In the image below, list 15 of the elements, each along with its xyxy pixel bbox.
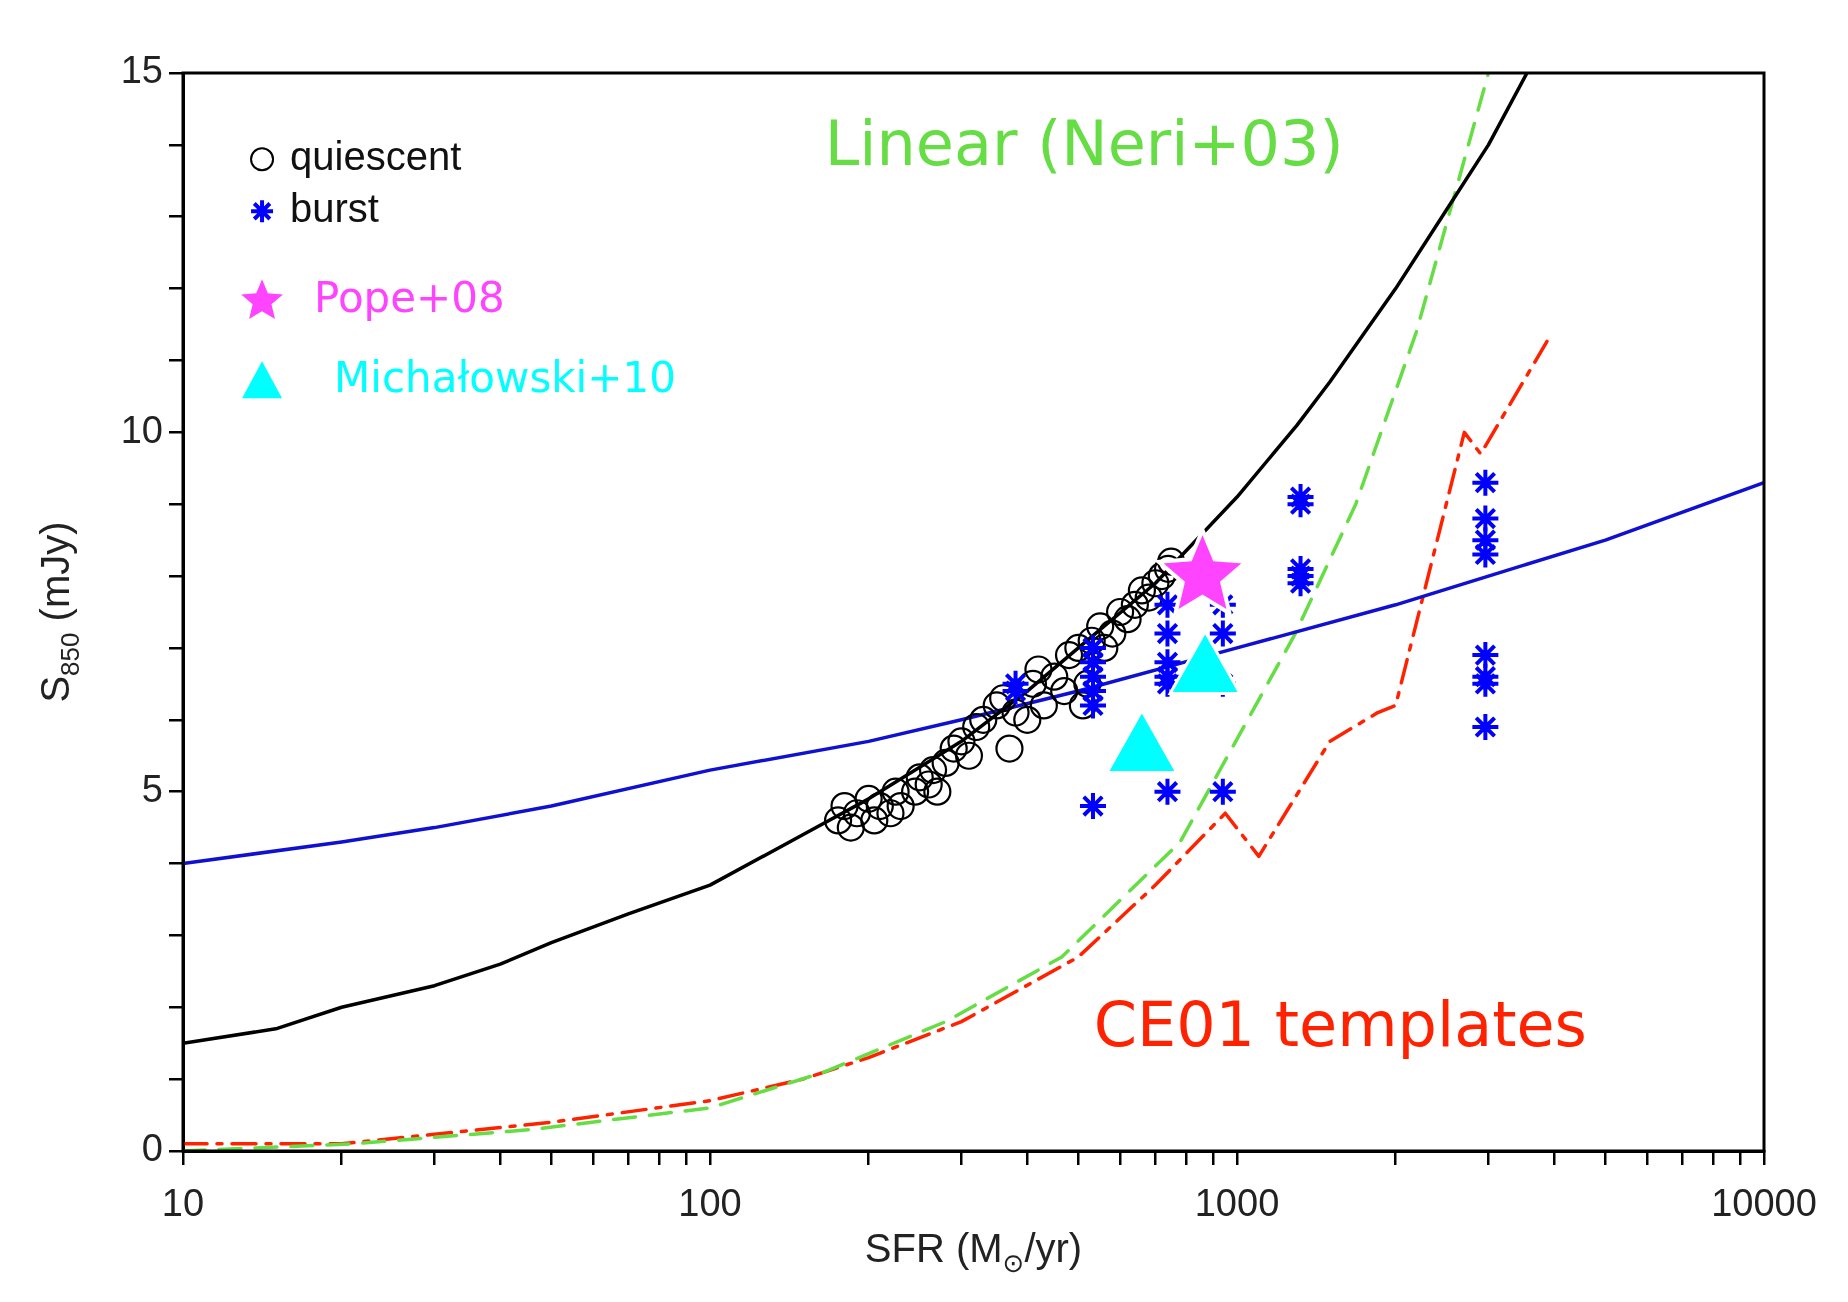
- x-tick-label: 10000: [1711, 1182, 1817, 1225]
- x-tick-label: 100: [678, 1182, 742, 1225]
- y-tick-label: 0: [141, 1127, 163, 1170]
- series-label: Linear (Neri+03): [824, 106, 1344, 180]
- y-tick-label: 10: [120, 408, 163, 451]
- y-tick-label: 5: [141, 768, 163, 811]
- legend-label: burst: [290, 186, 379, 231]
- x-tick-label: 1000: [1194, 1182, 1280, 1225]
- legend-label: Pope+08: [314, 273, 505, 323]
- y-axis-title: S850 (mJy): [33, 521, 86, 703]
- series-label: CE01 templates: [1093, 988, 1587, 1062]
- legend-label: Michałowski+10: [334, 353, 676, 403]
- legend-label: quiescent: [290, 134, 462, 179]
- x-axis-title: SFR (M⊙/yr): [864, 1226, 1083, 1279]
- y-tick-label: 15: [120, 49, 163, 92]
